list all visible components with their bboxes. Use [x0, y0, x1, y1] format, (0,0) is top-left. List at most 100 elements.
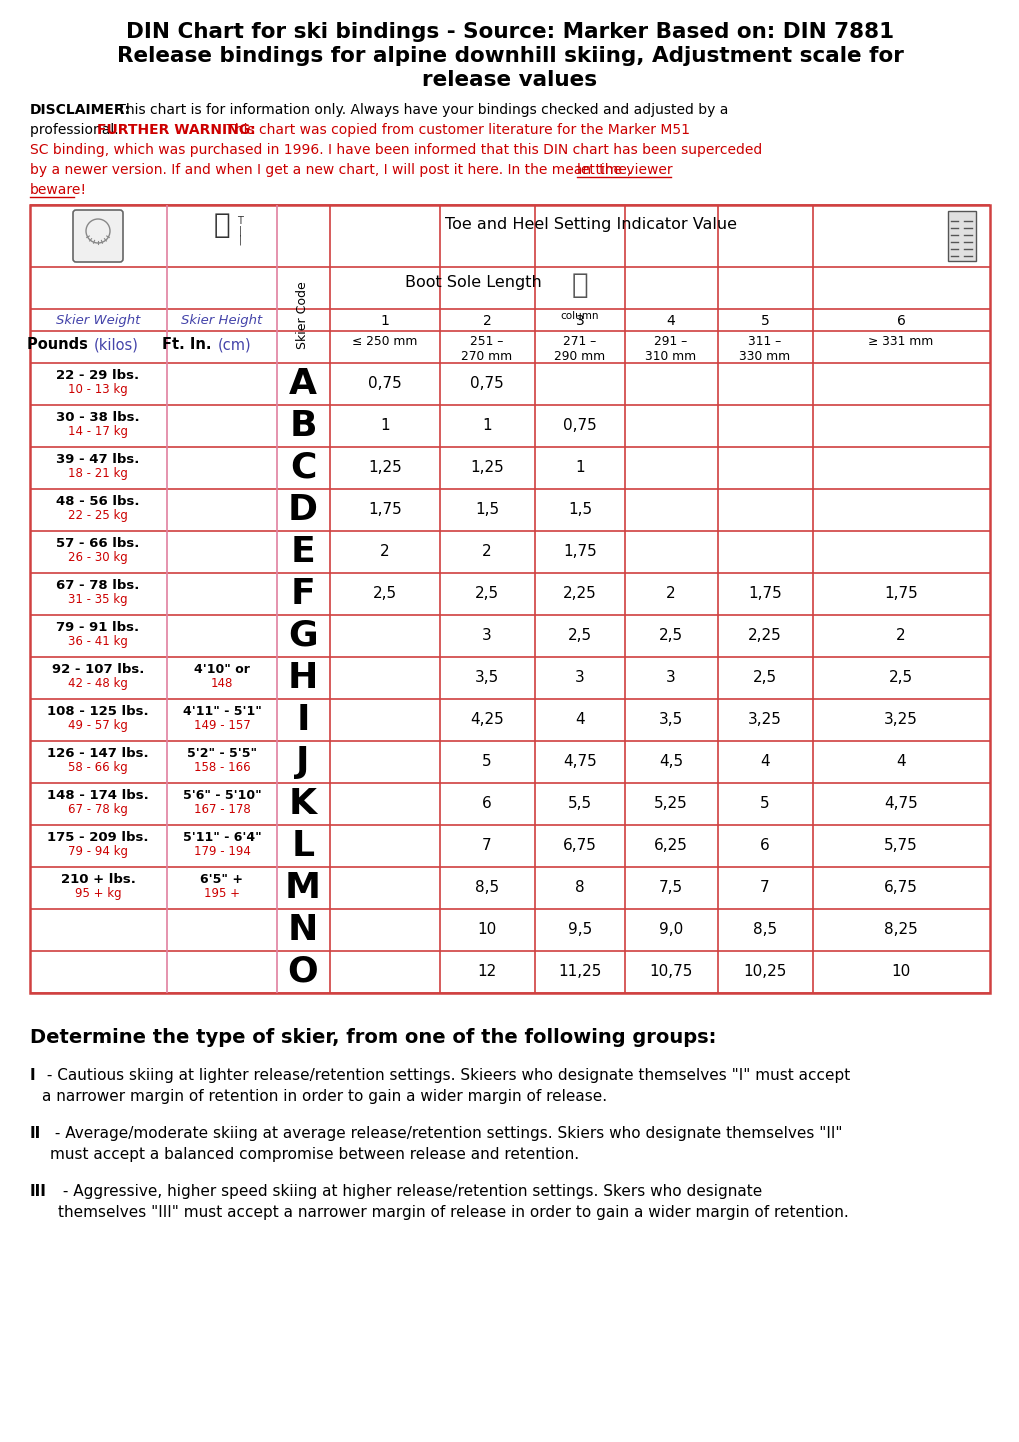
Text: 291 –
310 mm: 291 – 310 mm: [645, 335, 696, 363]
Text: 42 - 48 kg: 42 - 48 kg: [68, 676, 127, 691]
Text: 6,75: 6,75: [562, 838, 596, 854]
Text: 5,5: 5,5: [568, 796, 591, 812]
Text: 8: 8: [575, 881, 584, 895]
Bar: [30, 205, 989, 994]
Text: 6,75: 6,75: [883, 881, 917, 895]
Text: 48 - 56 lbs.: 48 - 56 lbs.: [56, 495, 140, 508]
Text: 3: 3: [575, 671, 584, 685]
Text: D: D: [287, 493, 318, 526]
Text: 5,25: 5,25: [653, 796, 687, 812]
Text: 6: 6: [759, 838, 769, 854]
Text: 3: 3: [665, 671, 676, 685]
Text: 2: 2: [896, 629, 905, 643]
Text: 7: 7: [482, 838, 491, 854]
Text: 271 –
290 mm: 271 – 290 mm: [554, 335, 605, 363]
Text: 108 - 125 lbs.: 108 - 125 lbs.: [47, 705, 149, 718]
Text: 30 - 38 lbs.: 30 - 38 lbs.: [56, 411, 140, 424]
Text: 5: 5: [760, 314, 768, 327]
Text: 2,5: 2,5: [568, 629, 591, 643]
Text: 4: 4: [896, 754, 905, 770]
Text: professional.: professional.: [30, 123, 123, 137]
Text: G: G: [288, 619, 318, 653]
Text: 1,75: 1,75: [368, 502, 401, 518]
Text: 9,5: 9,5: [568, 923, 592, 937]
Text: J: J: [296, 746, 310, 779]
Text: Boot Sole Length: Boot Sole Length: [405, 275, 541, 290]
Text: 95 + kg: 95 + kg: [74, 887, 121, 900]
Text: 2,5: 2,5: [658, 629, 683, 643]
Text: ≤ 250 mm: ≤ 250 mm: [352, 335, 417, 348]
Text: 4,75: 4,75: [562, 754, 596, 770]
Text: Pounds: Pounds: [26, 337, 93, 352]
Text: 0,75: 0,75: [562, 418, 596, 434]
Text: 1,75: 1,75: [747, 587, 782, 601]
Text: 4: 4: [759, 754, 769, 770]
Text: 5,75: 5,75: [883, 838, 917, 854]
Text: 4: 4: [666, 314, 675, 327]
Text: C: C: [289, 451, 316, 485]
Text: 6: 6: [482, 796, 491, 812]
Text: 58 - 66 kg: 58 - 66 kg: [68, 761, 127, 774]
Text: DIN Chart for ski bindings - Source: Marker Based on: DIN 7881: DIN Chart for ski bindings - Source: Mar…: [125, 22, 894, 42]
Text: 1: 1: [380, 418, 389, 434]
Text: 4'10" or: 4'10" or: [194, 663, 250, 676]
Text: N: N: [287, 913, 318, 947]
Text: 311 –
330 mm: 311 – 330 mm: [739, 335, 790, 363]
Text: 195 +: 195 +: [204, 887, 239, 900]
Text: 4,75: 4,75: [883, 796, 917, 812]
Text: 7,5: 7,5: [658, 881, 683, 895]
Text: 10,25: 10,25: [743, 965, 786, 979]
Text: 3: 3: [482, 629, 491, 643]
Text: 2,5: 2,5: [752, 671, 776, 685]
Text: - Cautious skiing at lighter release/retention settings. Skieers who designate t: - Cautious skiing at lighter release/ret…: [42, 1069, 850, 1105]
Text: 18 - 21 kg: 18 - 21 kg: [68, 467, 127, 480]
Text: Toe and Heel Setting Indicator Value: Toe and Heel Setting Indicator Value: [444, 216, 737, 232]
Text: 11,25: 11,25: [557, 965, 601, 979]
Text: 9,0: 9,0: [658, 923, 683, 937]
Text: 2: 2: [482, 314, 491, 327]
Text: 251 –
270 mm: 251 – 270 mm: [461, 335, 513, 363]
Text: DISCLAIMER:: DISCLAIMER:: [30, 102, 131, 117]
Text: 3,5: 3,5: [658, 712, 683, 728]
Text: 79 - 91 lbs.: 79 - 91 lbs.: [56, 622, 140, 634]
Text: Skier Code: Skier Code: [297, 281, 309, 349]
Text: 3,5: 3,5: [475, 671, 498, 685]
Text: 1: 1: [482, 418, 491, 434]
Text: 🥾: 🥾: [571, 271, 588, 298]
Text: (cm): (cm): [218, 337, 252, 352]
Text: E: E: [290, 535, 315, 570]
Text: A: A: [288, 368, 317, 401]
Text: 1: 1: [575, 460, 584, 476]
Text: 6,25: 6,25: [653, 838, 687, 854]
Text: (kilos): (kilos): [94, 337, 139, 352]
Text: This chart is for information only. Always have your bindings checked and adjust: This chart is for information only. Alwa…: [113, 102, 728, 117]
Text: Skier Weight: Skier Weight: [56, 314, 140, 327]
Text: I: I: [296, 704, 310, 737]
Text: 2: 2: [665, 587, 676, 601]
Text: 79 - 94 kg: 79 - 94 kg: [68, 845, 127, 858]
Text: 8,5: 8,5: [752, 923, 776, 937]
Text: 175 - 209 lbs.: 175 - 209 lbs.: [47, 831, 149, 844]
Text: 👤: 👤: [213, 211, 230, 239]
Text: 5: 5: [759, 796, 769, 812]
Text: 2,5: 2,5: [373, 587, 396, 601]
Bar: [947, 211, 975, 261]
Text: F: F: [290, 577, 315, 611]
Text: let the viewer: let the viewer: [577, 163, 672, 177]
Text: Skier Height: Skier Height: [181, 314, 262, 327]
Text: 3,25: 3,25: [747, 712, 782, 728]
Text: 1,25: 1,25: [368, 460, 401, 476]
Text: 57 - 66 lbs.: 57 - 66 lbs.: [56, 536, 140, 549]
Text: I: I: [30, 1069, 36, 1083]
Text: 7: 7: [759, 881, 769, 895]
Text: 1,5: 1,5: [475, 502, 498, 518]
Text: 10: 10: [477, 923, 496, 937]
Text: 10 - 13 kg: 10 - 13 kg: [68, 384, 127, 397]
Text: 10: 10: [891, 965, 910, 979]
Text: B: B: [289, 410, 317, 443]
Text: by a newer version. If and when I get a new chart, I will post it here. In the m: by a newer version. If and when I get a …: [30, 163, 635, 177]
Text: 26 - 30 kg: 26 - 30 kg: [68, 551, 127, 564]
Text: 2,5: 2,5: [475, 587, 498, 601]
Text: - Aggressive, higher speed skiing at higher release/retention settings. Skers wh: - Aggressive, higher speed skiing at hig…: [58, 1184, 848, 1220]
Text: 12: 12: [477, 965, 496, 979]
